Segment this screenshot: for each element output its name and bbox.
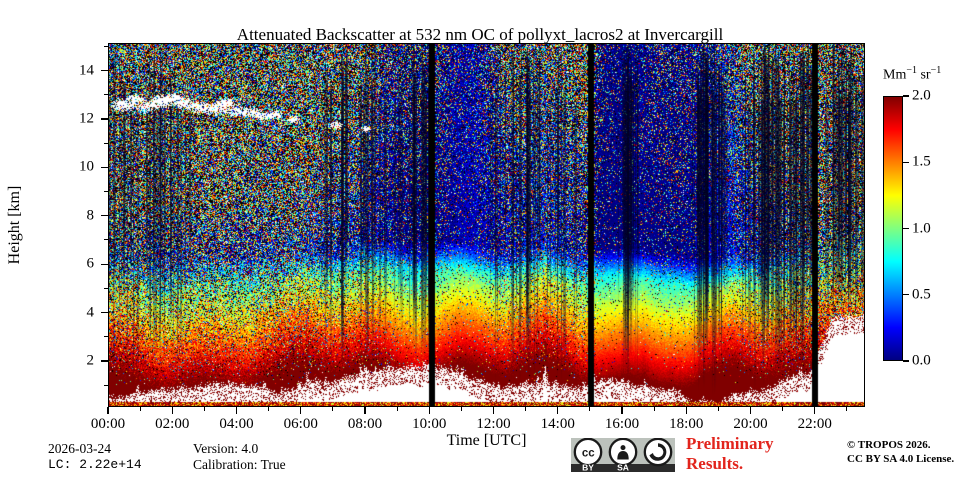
svg-text:cc: cc [582,448,595,460]
svg-text:BY: BY [582,463,594,472]
svg-text:SA: SA [617,463,629,472]
